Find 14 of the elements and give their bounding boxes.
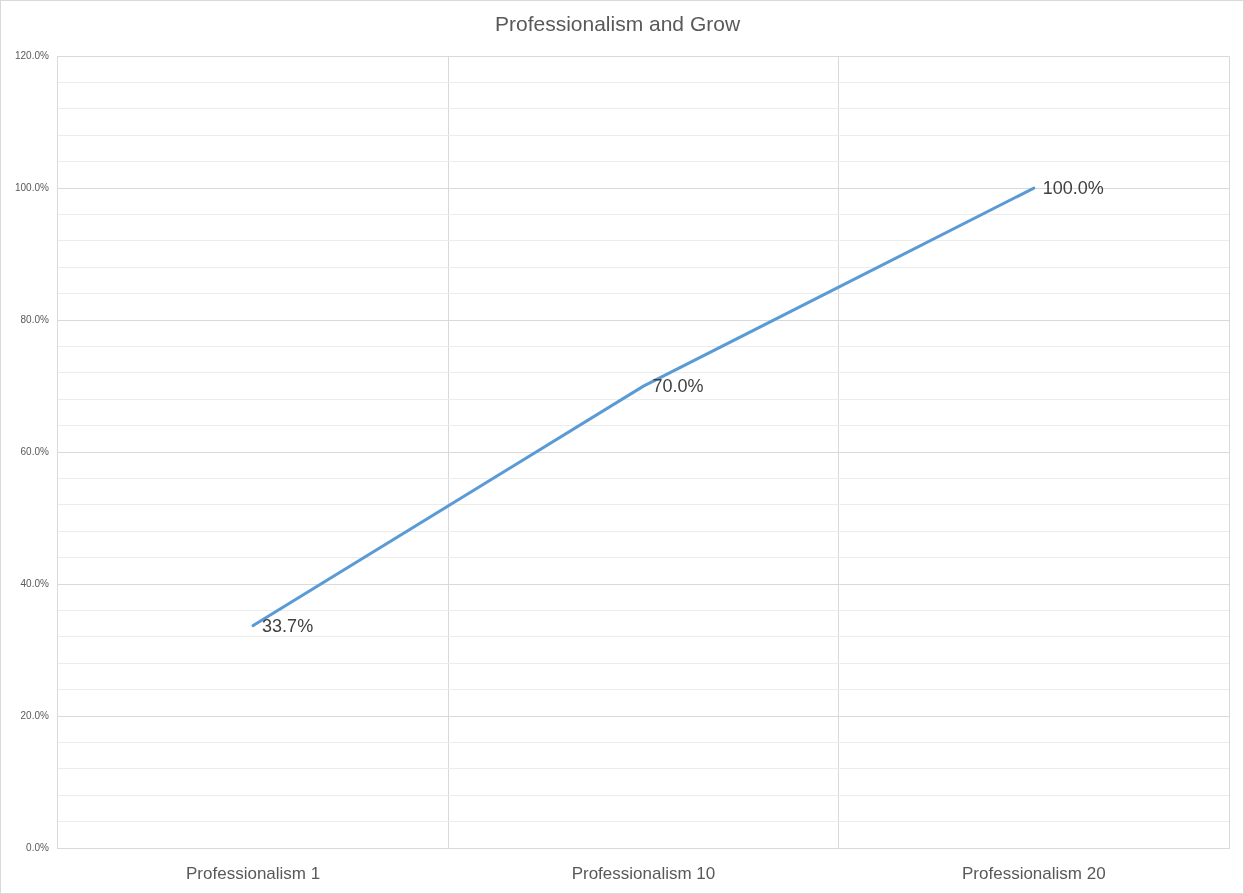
y-tick-label: 0.0% <box>26 841 50 853</box>
data-label: 33.7% <box>262 615 314 636</box>
chart-title: Professionalism and Grow <box>494 12 741 36</box>
data-label: 100.0% <box>1042 178 1104 199</box>
y-tick-label: 60.0% <box>20 445 50 457</box>
x-tick-label: Professionalism 20 <box>962 863 1106 883</box>
data-label: 70.0% <box>652 376 704 397</box>
x-tick-label: Professionalism 1 <box>186 863 321 883</box>
y-tick-label: 100.0% <box>14 181 50 193</box>
y-tick-label: 20.0% <box>20 709 50 721</box>
y-tick-label: 80.0% <box>20 313 50 325</box>
y-tick-label: 40.0% <box>20 577 50 589</box>
y-tick-label: 120.0% <box>14 49 50 61</box>
x-tick-label: Professionalism 10 <box>571 863 716 883</box>
